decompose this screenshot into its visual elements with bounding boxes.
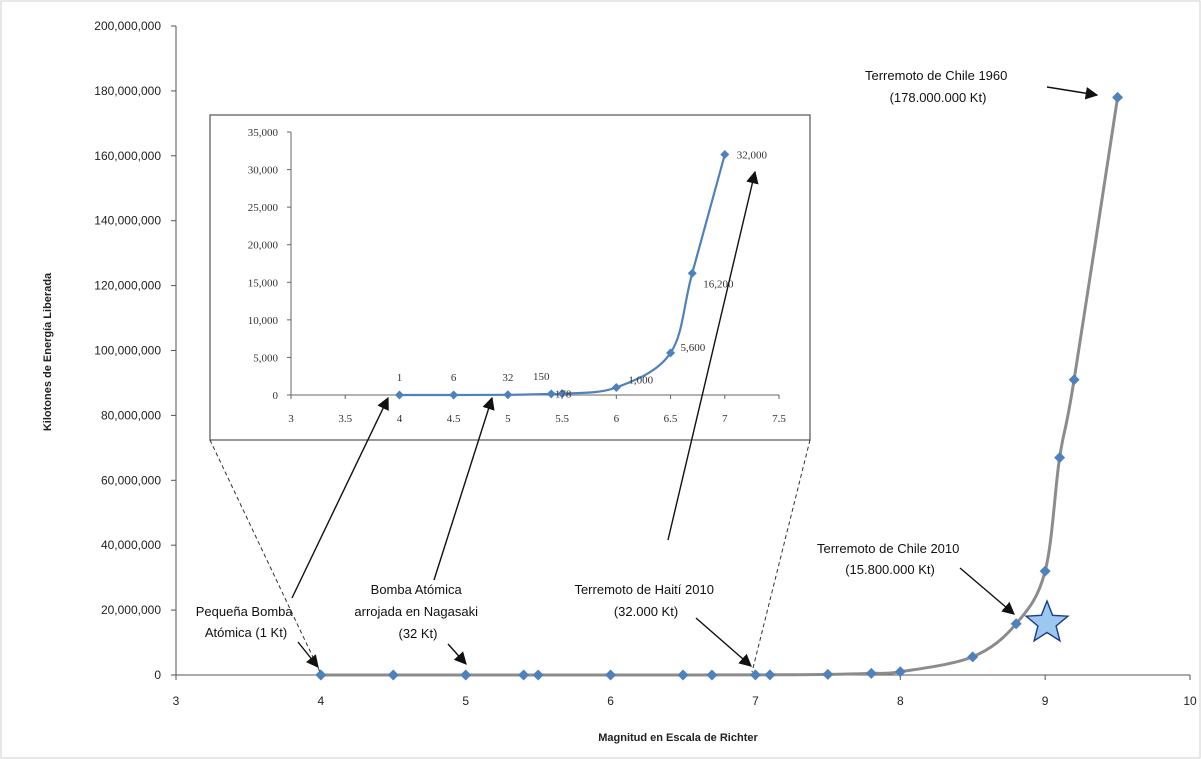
data-point [764, 669, 776, 681]
data-point [605, 669, 617, 681]
inset-x-tick-label: 6.5 [664, 413, 678, 425]
zoom-connector-left [209, 439, 321, 673]
data-point [1054, 452, 1066, 464]
annotation-small-bomb: Pequeña Bomba Atómica (1 Kt) [196, 604, 296, 640]
inset-frame [209, 114, 811, 441]
inset-x-tick-label: 3 [288, 413, 294, 425]
inset-data-label: 6 [451, 372, 457, 384]
inset-y-tick-label: 20,000 [248, 240, 279, 252]
arrow-chile-1960 [1046, 86, 1099, 100]
arrow-nagasaki-to-inset [433, 396, 495, 581]
inset-axes: 3 3.5 4 4.5 5 5.5 6 6.5 7 7.5 0 5,000 10,000 15,000 20… [248, 127, 787, 425]
data-point [967, 651, 979, 663]
inset-data-point [666, 348, 676, 358]
inset-series: 1 6 32 150 178 1,000 5,600 16,200 32,000 [394, 150, 768, 401]
y-tick-label: 200,000,000 [94, 19, 161, 33]
arrow-haiti-to-inset [667, 170, 759, 541]
inset-data-label: 32,000 [737, 150, 768, 162]
y-tick-label: 20,000,000 [101, 603, 161, 617]
inset-x-tick-label: 5 [505, 413, 511, 425]
data-point [749, 669, 761, 681]
data-point [315, 669, 327, 681]
inset-y-tick-label: 5,000 [253, 352, 278, 364]
x-tick-label: 5 [462, 694, 469, 708]
inset-x-tick-label: 7 [722, 413, 728, 425]
inset-x-tick-label: 3.5 [338, 413, 352, 425]
y-axis-label: Kilotones de Energía Liberada [42, 272, 54, 431]
arrow-small-bomb-to-point [297, 641, 319, 668]
annotation-haiti-2010: Terremoto de Haití 2010 (32.000 Kt) [574, 582, 717, 619]
inset-x-tick-label: 4 [397, 413, 403, 425]
y-tick-label: 180,000,000 [94, 84, 161, 98]
x-tick-label: 8 [897, 694, 904, 708]
inset-data-label: 32 [502, 372, 513, 384]
inset-x-tick-label: 5.5 [555, 413, 569, 425]
x-tick-label: 9 [1042, 694, 1049, 708]
x-tick-label: 7 [752, 694, 759, 708]
data-point [894, 666, 906, 678]
x-tick-label: 3 [173, 694, 180, 708]
annotation-chile-2010: Terremoto de Chile 2010 (15.800.000 Kt) [817, 541, 963, 577]
inset-x-tick-label: 4.5 [447, 413, 461, 425]
data-point [677, 669, 689, 681]
inset-data-label: 1 [397, 372, 403, 384]
data-point [387, 669, 399, 681]
arrow-small-bomb-to-inset [291, 396, 389, 599]
inset-data-point [687, 268, 697, 278]
x-tick-label: 4 [318, 694, 325, 708]
inset-data-point [503, 390, 513, 400]
inset-y-tick-label: 10,000 [248, 315, 279, 327]
y-tick-label: 40,000,000 [101, 538, 161, 552]
data-point [1068, 374, 1080, 386]
inset-data-point [611, 382, 621, 392]
inset-data-label: 178 [555, 389, 572, 401]
inset-y-tick-label: 35,000 [248, 127, 279, 139]
arrow-chile-2010 [959, 567, 1015, 615]
data-point [706, 669, 718, 681]
inset-y-tick-label: 0 [273, 390, 279, 402]
data-point [532, 669, 544, 681]
data-point [865, 667, 877, 679]
arrow-haiti-to-point [695, 617, 752, 667]
x-tick-label: 6 [607, 694, 614, 708]
annotation-chile-1960: Terremoto de Chile 1960 (178.000.000 Kt) [865, 68, 1011, 105]
inset-data-point [394, 390, 404, 400]
inset-y-tick-label: 30,000 [248, 165, 279, 177]
data-point [460, 669, 472, 681]
y-tick-label: 80,000,000 [101, 408, 161, 422]
y-tick-label: 0 [154, 668, 161, 682]
y-tick-label: 160,000,000 [94, 149, 161, 163]
inset-data-label: 1,000 [628, 374, 653, 386]
x-axis-label: Magnitud en Escala de Richter [598, 732, 758, 744]
data-point [518, 669, 530, 681]
data-point [1039, 565, 1051, 577]
inset-data-label: 5,600 [681, 342, 706, 354]
y-tick-label: 120,000,000 [94, 279, 161, 293]
inset-data-point [557, 389, 567, 399]
data-point [1112, 91, 1124, 103]
inset-data-label: 16,200 [703, 278, 734, 290]
inset-x-tick-label: 6 [614, 413, 620, 425]
inset-y-tick-label: 25,000 [248, 202, 279, 214]
inset-y-tick-label: 15,000 [248, 277, 279, 289]
y-tick-label: 100,000,000 [94, 344, 161, 358]
arrow-nagasaki-to-point [447, 643, 467, 665]
annotation-nagasaki: Bomba Atómica arrojada en Nagasaki (32 K… [354, 582, 481, 641]
y-tick-label: 60,000,000 [101, 473, 161, 487]
inset-data-point [449, 390, 459, 400]
inset-data-point [720, 150, 730, 160]
star-icon [1024, 599, 1070, 643]
inset-x-tick-label: 7.5 [772, 413, 786, 425]
zoom-connector-right [751, 439, 811, 673]
inset-data-label: 150 [533, 371, 550, 383]
main-series [315, 91, 1124, 681]
y-tick-label: 140,000,000 [94, 214, 161, 228]
data-point [1010, 618, 1022, 630]
x-tick-label: 10 [1183, 694, 1197, 708]
inset-data-point [546, 389, 556, 399]
data-point [822, 668, 834, 680]
